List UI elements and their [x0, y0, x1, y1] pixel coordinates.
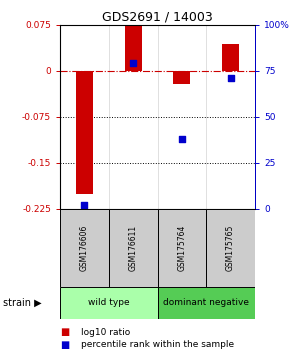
Text: GSM175765: GSM175765: [226, 224, 235, 271]
FancyBboxPatch shape: [60, 287, 158, 319]
Text: log10 ratio: log10 ratio: [81, 327, 130, 337]
FancyBboxPatch shape: [109, 209, 158, 287]
Bar: [173, 71, 190, 84]
Text: percentile rank within the sample: percentile rank within the sample: [81, 340, 234, 349]
Text: dominant negative: dominant negative: [163, 298, 249, 307]
Text: GSM176606: GSM176606: [80, 224, 89, 271]
FancyBboxPatch shape: [158, 287, 255, 319]
Point: [131, 61, 136, 66]
Text: wild type: wild type: [88, 298, 130, 307]
FancyBboxPatch shape: [158, 209, 206, 287]
Text: strain ▶: strain ▶: [3, 298, 42, 308]
Text: ■: ■: [60, 327, 69, 337]
Point: [228, 75, 233, 81]
Bar: [222, 44, 239, 71]
Text: GSM175764: GSM175764: [177, 224, 186, 271]
Text: GSM176611: GSM176611: [129, 225, 138, 271]
Bar: [76, 71, 93, 194]
Title: GDS2691 / 14003: GDS2691 / 14003: [102, 11, 213, 24]
Point: [179, 136, 184, 142]
Text: ■: ■: [60, 340, 69, 350]
FancyBboxPatch shape: [60, 209, 109, 287]
Bar: [124, 25, 142, 71]
FancyBboxPatch shape: [206, 209, 255, 287]
Point: [82, 202, 87, 208]
